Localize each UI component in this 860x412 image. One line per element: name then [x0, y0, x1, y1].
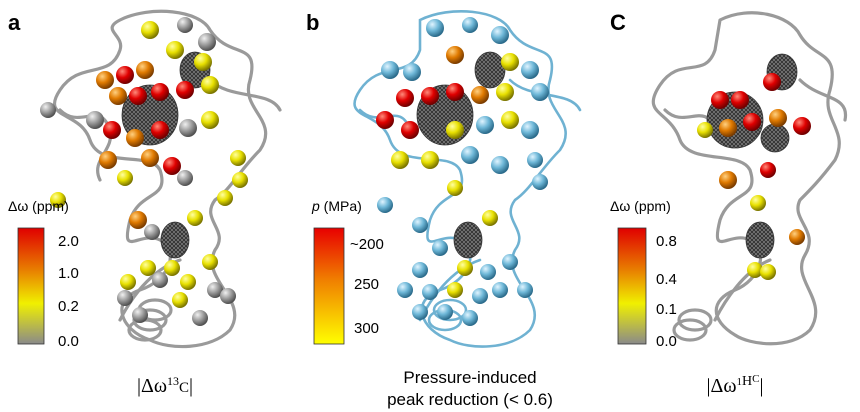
caption: |Δω13C|: [137, 374, 193, 397]
colorbar-title: Δω (ppm): [8, 198, 69, 214]
colorbar-title-unit: (MPa): [320, 198, 362, 214]
structure-c: [651, 11, 848, 346]
colorbar-tick: 0.0: [656, 333, 677, 350]
colorbar-title: Δω (ppm): [610, 198, 671, 214]
caption-sup: C: [752, 373, 759, 385]
caption-part: |Δω: [706, 375, 736, 397]
caption-sup: 13: [167, 374, 179, 388]
caption: peak reduction (< 0.6): [387, 390, 553, 409]
colorbar-tick: 0.4: [656, 271, 677, 288]
colorbar: [617, 227, 647, 345]
caption-part: C: [179, 380, 189, 396]
panel-label: b: [306, 10, 319, 35]
panel-label: a: [8, 10, 21, 35]
colorbar-tick: 2.0: [58, 233, 79, 250]
caption: Pressure-induced: [403, 368, 536, 387]
colorbar-tick: 300: [354, 320, 379, 337]
colorbar-tick: 0.8: [656, 233, 677, 250]
colorbar-tick: 0.2: [58, 298, 79, 315]
colorbar: [313, 227, 345, 345]
colorbar-title-symbol: p: [311, 198, 320, 214]
colorbar-title: p (MPa): [311, 198, 362, 214]
caption: |Δω1HC|: [706, 373, 763, 397]
colorbar-tick: 1.0: [58, 265, 79, 282]
structure-a: [40, 9, 282, 349]
panel-label: C: [610, 10, 626, 35]
structure-b: [353, 10, 582, 348]
colorbar-tick: 250: [354, 276, 379, 293]
caption-part: |Δω: [137, 375, 167, 397]
caption-part: |: [759, 375, 763, 397]
caption-part: H: [742, 374, 752, 389]
colorbar: [17, 227, 45, 345]
colorbar-tick: ~200: [350, 236, 384, 253]
caption-part: |: [189, 375, 193, 397]
colorbar-tick: 0.1: [656, 301, 677, 318]
colorbar-tick: 0.0: [58, 333, 79, 350]
caption-sup: 1: [737, 376, 743, 388]
